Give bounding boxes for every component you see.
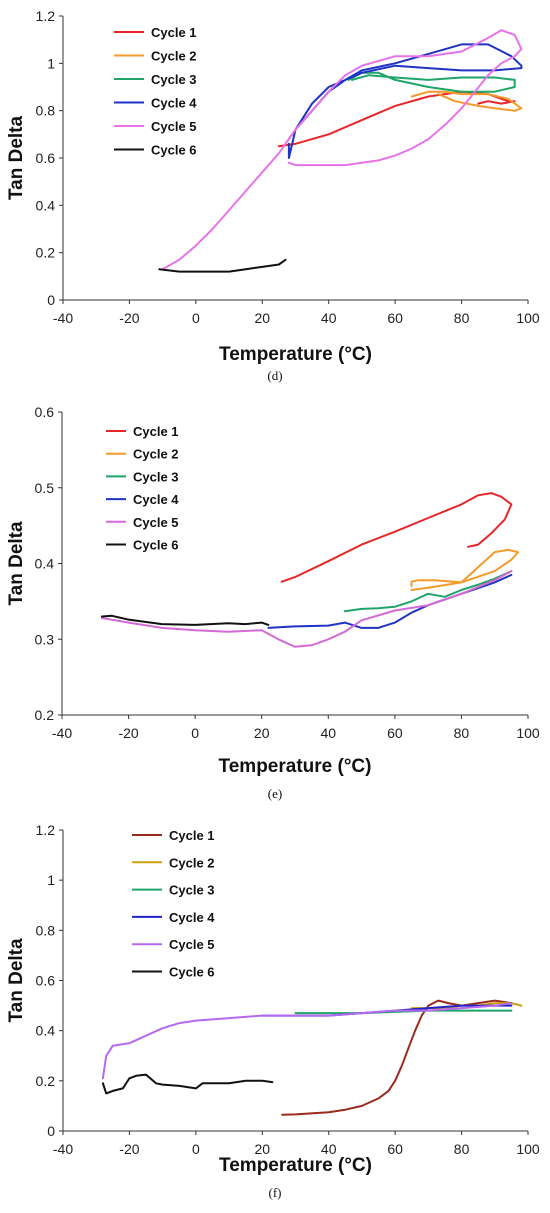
y-tick-label: 0.8 — [36, 103, 56, 119]
chart-f: 0 0.2 0.4 0.6 0.8 1 1.2 -40 -20 0 20 40 60 80 100 Cycle… — [6, 822, 540, 1200]
legend: Cycle 1 Cycle 2 Cycle 3 Cycle 4 Cycle 5 Cycle… — [106, 424, 179, 553]
chart-panel-e: 0.2 0.3 0.4 0.5 0.6 -40 -20 0 20 40 60 80 100 Cycle 1… — [0, 395, 550, 810]
series-line-cycle-2 — [410, 90, 523, 112]
legend-label-cycle-3: Cycle 3 — [151, 72, 197, 87]
x-tick-label: 60 — [387, 725, 403, 741]
y-tick-label: 0.2 — [35, 707, 55, 723]
x-tick-label: 40 — [321, 1141, 337, 1157]
series-line-cycle-6 — [158, 258, 287, 273]
x-axis-title: Temperature (°C) — [219, 1155, 372, 1176]
legend: Cycle 1 Cycle 2 Cycle 3 Cycle 4 Cycle 5 Cycle… — [114, 25, 197, 158]
legend: Cycle 1 Cycle 2 Cycle 3 Cycle 4 Cycle 5 Cycle… — [132, 828, 215, 980]
series-line-cycle-5 — [101, 1002, 513, 1080]
y-tick-label: 0.2 — [36, 245, 56, 261]
legend-label-cycle-6: Cycle 6 — [133, 538, 179, 553]
legend-label-cycle-5: Cycle 5 — [169, 937, 215, 952]
legend-label-cycle-1: Cycle 1 — [169, 828, 215, 843]
y-tick-label: 0.4 — [35, 556, 55, 572]
panel-label: (f) — [269, 1185, 282, 1200]
x-tick-label: 20 — [254, 310, 270, 326]
series-line-cycle-1 — [280, 492, 513, 583]
legend-label-cycle-3: Cycle 3 — [169, 883, 215, 898]
x-tick-label: 40 — [320, 725, 336, 741]
chart-d: 0 0.2 0.4 0.6 0.8 1 1.2 -40 -20 0 20 40 60 80 100 Cycle… — [6, 8, 540, 383]
x-tick-label: 100 — [516, 725, 540, 741]
x-tick-label: 80 — [454, 725, 470, 741]
series-line-cycle-5 — [100, 570, 513, 648]
y-axis-title: Tan Delta — [6, 938, 27, 1023]
panel-label: (d) — [267, 368, 282, 383]
y-axis-title: Tan Delta — [6, 116, 27, 201]
series-line-cycle-3 — [347, 71, 516, 93]
y-tick-label: 0.4 — [36, 197, 56, 213]
series-line-cycle-6 — [100, 614, 270, 626]
series-line-cycle-5 — [161, 29, 523, 271]
panel-label: (e) — [268, 786, 282, 801]
x-tick-label: -20 — [118, 725, 138, 741]
x-tick-label: 20 — [254, 725, 270, 741]
chart-panel-f: 0 0.2 0.4 0.6 0.8 1 1.2 -40 -20 0 20 40 60 80 100 Cycle… — [0, 810, 550, 1213]
x-tick-label: 60 — [387, 310, 403, 326]
series-line-cycle-4 — [267, 573, 513, 629]
legend-label-cycle-6: Cycle 6 — [169, 965, 215, 980]
x-tick-label: -40 — [53, 1141, 73, 1157]
series-line-cycle-2 — [410, 548, 519, 591]
series-line-cycle-6 — [101, 1073, 274, 1095]
chart-panel-d: 0 0.2 0.4 0.6 0.8 1 1.2 -40 -20 0 20 40 60 80 100 Cycle… — [0, 0, 550, 395]
x-tick-label: -20 — [119, 310, 139, 326]
x-tick-label: 80 — [454, 310, 470, 326]
x-tick-label: 100 — [516, 1141, 540, 1157]
legend-label-cycle-4: Cycle 4 — [133, 492, 179, 507]
series-line-cycle-3 — [343, 570, 513, 613]
y-tick-label: 1 — [47, 55, 55, 71]
y-axis-title: Tan Delta — [6, 521, 27, 606]
y-tick-label: 0.5 — [35, 480, 55, 496]
x-tick-label: 20 — [254, 1141, 270, 1157]
legend-label-cycle-5: Cycle 5 — [151, 119, 197, 134]
legend-label-cycle-5: Cycle 5 — [133, 515, 179, 530]
legend-label-cycle-2: Cycle 2 — [151, 49, 197, 64]
y-tick-label: 1 — [47, 872, 55, 888]
y-tick-label: 1.2 — [36, 822, 56, 838]
y-tick-label: 1.2 — [36, 8, 56, 24]
x-tick-label: -40 — [53, 310, 73, 326]
legend-label-cycle-4: Cycle 4 — [151, 96, 197, 111]
legend-label-cycle-2: Cycle 2 — [169, 855, 215, 870]
legend-label-cycle-6: Cycle 6 — [151, 143, 197, 158]
legend-label-cycle-1: Cycle 1 — [151, 25, 197, 40]
y-tick-label: 0.6 — [36, 973, 56, 989]
x-tick-label: 0 — [192, 310, 200, 326]
series-line-cycle-1 — [277, 90, 516, 148]
x-tick-label: 0 — [191, 725, 199, 741]
y-tick-label: 0 — [47, 1123, 55, 1139]
y-tick-label: 0.3 — [35, 631, 55, 647]
legend-label-cycle-4: Cycle 4 — [169, 910, 215, 925]
y-tick-label: 0 — [47, 292, 55, 308]
y-tick-label: 0.2 — [36, 1073, 56, 1089]
y-tick-label: 0.8 — [36, 922, 56, 938]
x-tick-label: -20 — [119, 1141, 139, 1157]
x-tick-label: 0 — [192, 1141, 200, 1157]
x-axis-title: Temperature (°C) — [219, 344, 372, 365]
legend-label-cycle-3: Cycle 3 — [133, 469, 179, 484]
y-tick-label: 0.4 — [36, 1023, 56, 1039]
x-tick-label: 80 — [454, 1141, 470, 1157]
x-tick-label: 100 — [516, 310, 540, 326]
x-axis-title: Temperature (°C) — [219, 756, 372, 777]
y-tick-label: 0.6 — [36, 150, 56, 166]
legend-label-cycle-1: Cycle 1 — [133, 424, 179, 439]
legend-label-cycle-2: Cycle 2 — [133, 447, 179, 462]
series-line-cycle-4 — [287, 43, 523, 159]
x-tick-label: -40 — [52, 725, 72, 741]
x-tick-label: 60 — [387, 1141, 403, 1157]
x-tick-label: 40 — [321, 310, 337, 326]
y-tick-label: 0.6 — [35, 404, 55, 420]
series-line-cycle-1 — [281, 999, 513, 1116]
chart-e: 0.2 0.3 0.4 0.5 0.6 -40 -20 0 20 40 60 80 100 Cycle 1… — [6, 404, 540, 801]
